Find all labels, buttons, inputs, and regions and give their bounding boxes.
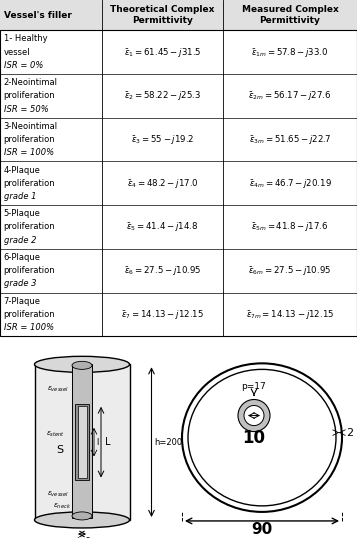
- Ellipse shape: [244, 406, 264, 426]
- Text: Theoretical Complex
Permittivity: Theoretical Complex Permittivity: [110, 5, 215, 25]
- Text: proliferation: proliferation: [4, 135, 55, 144]
- Text: L: L: [105, 437, 111, 447]
- Ellipse shape: [72, 362, 92, 370]
- Text: $\bar{\varepsilon}_{3m} = 51.65 - j22.7$: $\bar{\varepsilon}_{3m} = 51.65 - j22.7$: [249, 133, 331, 146]
- Text: $\varepsilon_{vessel}$: $\varepsilon_{vessel}$: [47, 385, 69, 394]
- Text: p=17: p=17: [241, 383, 265, 392]
- Text: proliferation: proliferation: [4, 179, 55, 188]
- Text: grade 1: grade 1: [4, 192, 36, 201]
- Ellipse shape: [238, 400, 270, 431]
- Text: Measured Complex
Permittivity: Measured Complex Permittivity: [242, 5, 338, 25]
- Text: ISR = 100%: ISR = 100%: [4, 148, 54, 157]
- Text: ISR = 100%: ISR = 100%: [4, 323, 54, 332]
- Bar: [72, 364, 92, 518]
- Text: 3-Neointimal: 3-Neointimal: [4, 122, 58, 131]
- Text: $\bar{\varepsilon}_7 = 14.13 - j12.15$: $\bar{\varepsilon}_7 = 14.13 - j12.15$: [121, 308, 204, 321]
- Bar: [77, 406, 86, 478]
- Text: $\bar{\varepsilon}_{1m} = 57.8 - j33.0$: $\bar{\varepsilon}_{1m} = 57.8 - j33.0$: [251, 46, 329, 59]
- Bar: [0, 0, 357, 30]
- Text: Vessel's filler: Vessel's filler: [4, 11, 71, 19]
- Text: $\bar{\varepsilon}_{2m} = 56.17 - j27.6$: $\bar{\varepsilon}_{2m} = 56.17 - j27.6$: [248, 89, 332, 102]
- Text: $\bar{\varepsilon}_5 = 41.4 - j14.8$: $\bar{\varepsilon}_5 = 41.4 - j14.8$: [126, 221, 198, 233]
- Text: grade 2: grade 2: [4, 236, 36, 245]
- Text: d=8: d=8: [73, 536, 91, 538]
- Text: proliferation: proliferation: [4, 266, 55, 275]
- Text: ISR = 50%: ISR = 50%: [4, 104, 48, 114]
- Text: 10: 10: [242, 429, 266, 447]
- Text: $\varepsilon_{neck}$: $\varepsilon_{neck}$: [53, 502, 71, 511]
- Text: $\bar{\varepsilon}_{4m} = 46.7 - j20.19$: $\bar{\varepsilon}_{4m} = 46.7 - j20.19$: [248, 177, 332, 190]
- Text: 6-Plaque: 6-Plaque: [4, 253, 41, 262]
- Text: $\bar{\varepsilon}_{6m} = 27.5 - j10.95$: $\bar{\varepsilon}_{6m} = 27.5 - j10.95$: [248, 264, 332, 277]
- Text: S: S: [56, 445, 64, 455]
- Text: proliferation: proliferation: [4, 223, 55, 231]
- Text: $\bar{\varepsilon}_2 = 58.22 - j25.3$: $\bar{\varepsilon}_2 = 58.22 - j25.3$: [124, 89, 201, 102]
- Text: 90: 90: [251, 522, 273, 537]
- Ellipse shape: [35, 512, 130, 528]
- Text: $\bar{\varepsilon}_1 = 61.45 - j31.5$: $\bar{\varepsilon}_1 = 61.45 - j31.5$: [124, 46, 201, 59]
- Ellipse shape: [72, 512, 92, 520]
- Text: $\bar{\varepsilon}_{7m} = 14.13 - j12.15$: $\bar{\varepsilon}_{7m} = 14.13 - j12.15…: [246, 308, 334, 321]
- Text: proliferation: proliferation: [4, 310, 55, 319]
- Text: 7-Plaque: 7-Plaque: [4, 296, 41, 306]
- Text: 2: 2: [346, 428, 353, 437]
- Bar: [35, 364, 130, 520]
- Text: $\varepsilon_{vessel}$: $\varepsilon_{vessel}$: [47, 490, 69, 499]
- Text: $\bar{\varepsilon}_{5m} = 41.8 - j17.6$: $\bar{\varepsilon}_{5m} = 41.8 - j17.6$: [251, 221, 329, 233]
- Ellipse shape: [188, 370, 336, 506]
- Text: grade 3: grade 3: [4, 279, 36, 288]
- Text: 1- Healthy: 1- Healthy: [4, 34, 47, 44]
- Text: 5-Plaque: 5-Plaque: [4, 209, 40, 218]
- Text: vessel: vessel: [4, 48, 30, 56]
- Ellipse shape: [182, 363, 342, 512]
- Text: $\varepsilon_{stent}$: $\varepsilon_{stent}$: [46, 429, 65, 438]
- Text: $\bar{\varepsilon}_6 = 27.5 - j10.95$: $\bar{\varepsilon}_6 = 27.5 - j10.95$: [124, 264, 201, 277]
- Text: 2-Neointimal: 2-Neointimal: [4, 78, 57, 87]
- Bar: [75, 404, 89, 480]
- Text: $\bar{\varepsilon}_3 = 55 - j19.2$: $\bar{\varepsilon}_3 = 55 - j19.2$: [131, 133, 194, 146]
- Ellipse shape: [35, 356, 130, 372]
- Text: l: l: [96, 437, 99, 447]
- Text: $\bar{\varepsilon}_4 = 48.2 - j17.0$: $\bar{\varepsilon}_4 = 48.2 - j17.0$: [126, 177, 198, 190]
- Text: h=200: h=200: [155, 437, 183, 447]
- Text: proliferation: proliferation: [4, 91, 55, 100]
- Text: 4-Plaque: 4-Plaque: [4, 166, 40, 174]
- Text: ISR = 0%: ISR = 0%: [4, 61, 43, 70]
